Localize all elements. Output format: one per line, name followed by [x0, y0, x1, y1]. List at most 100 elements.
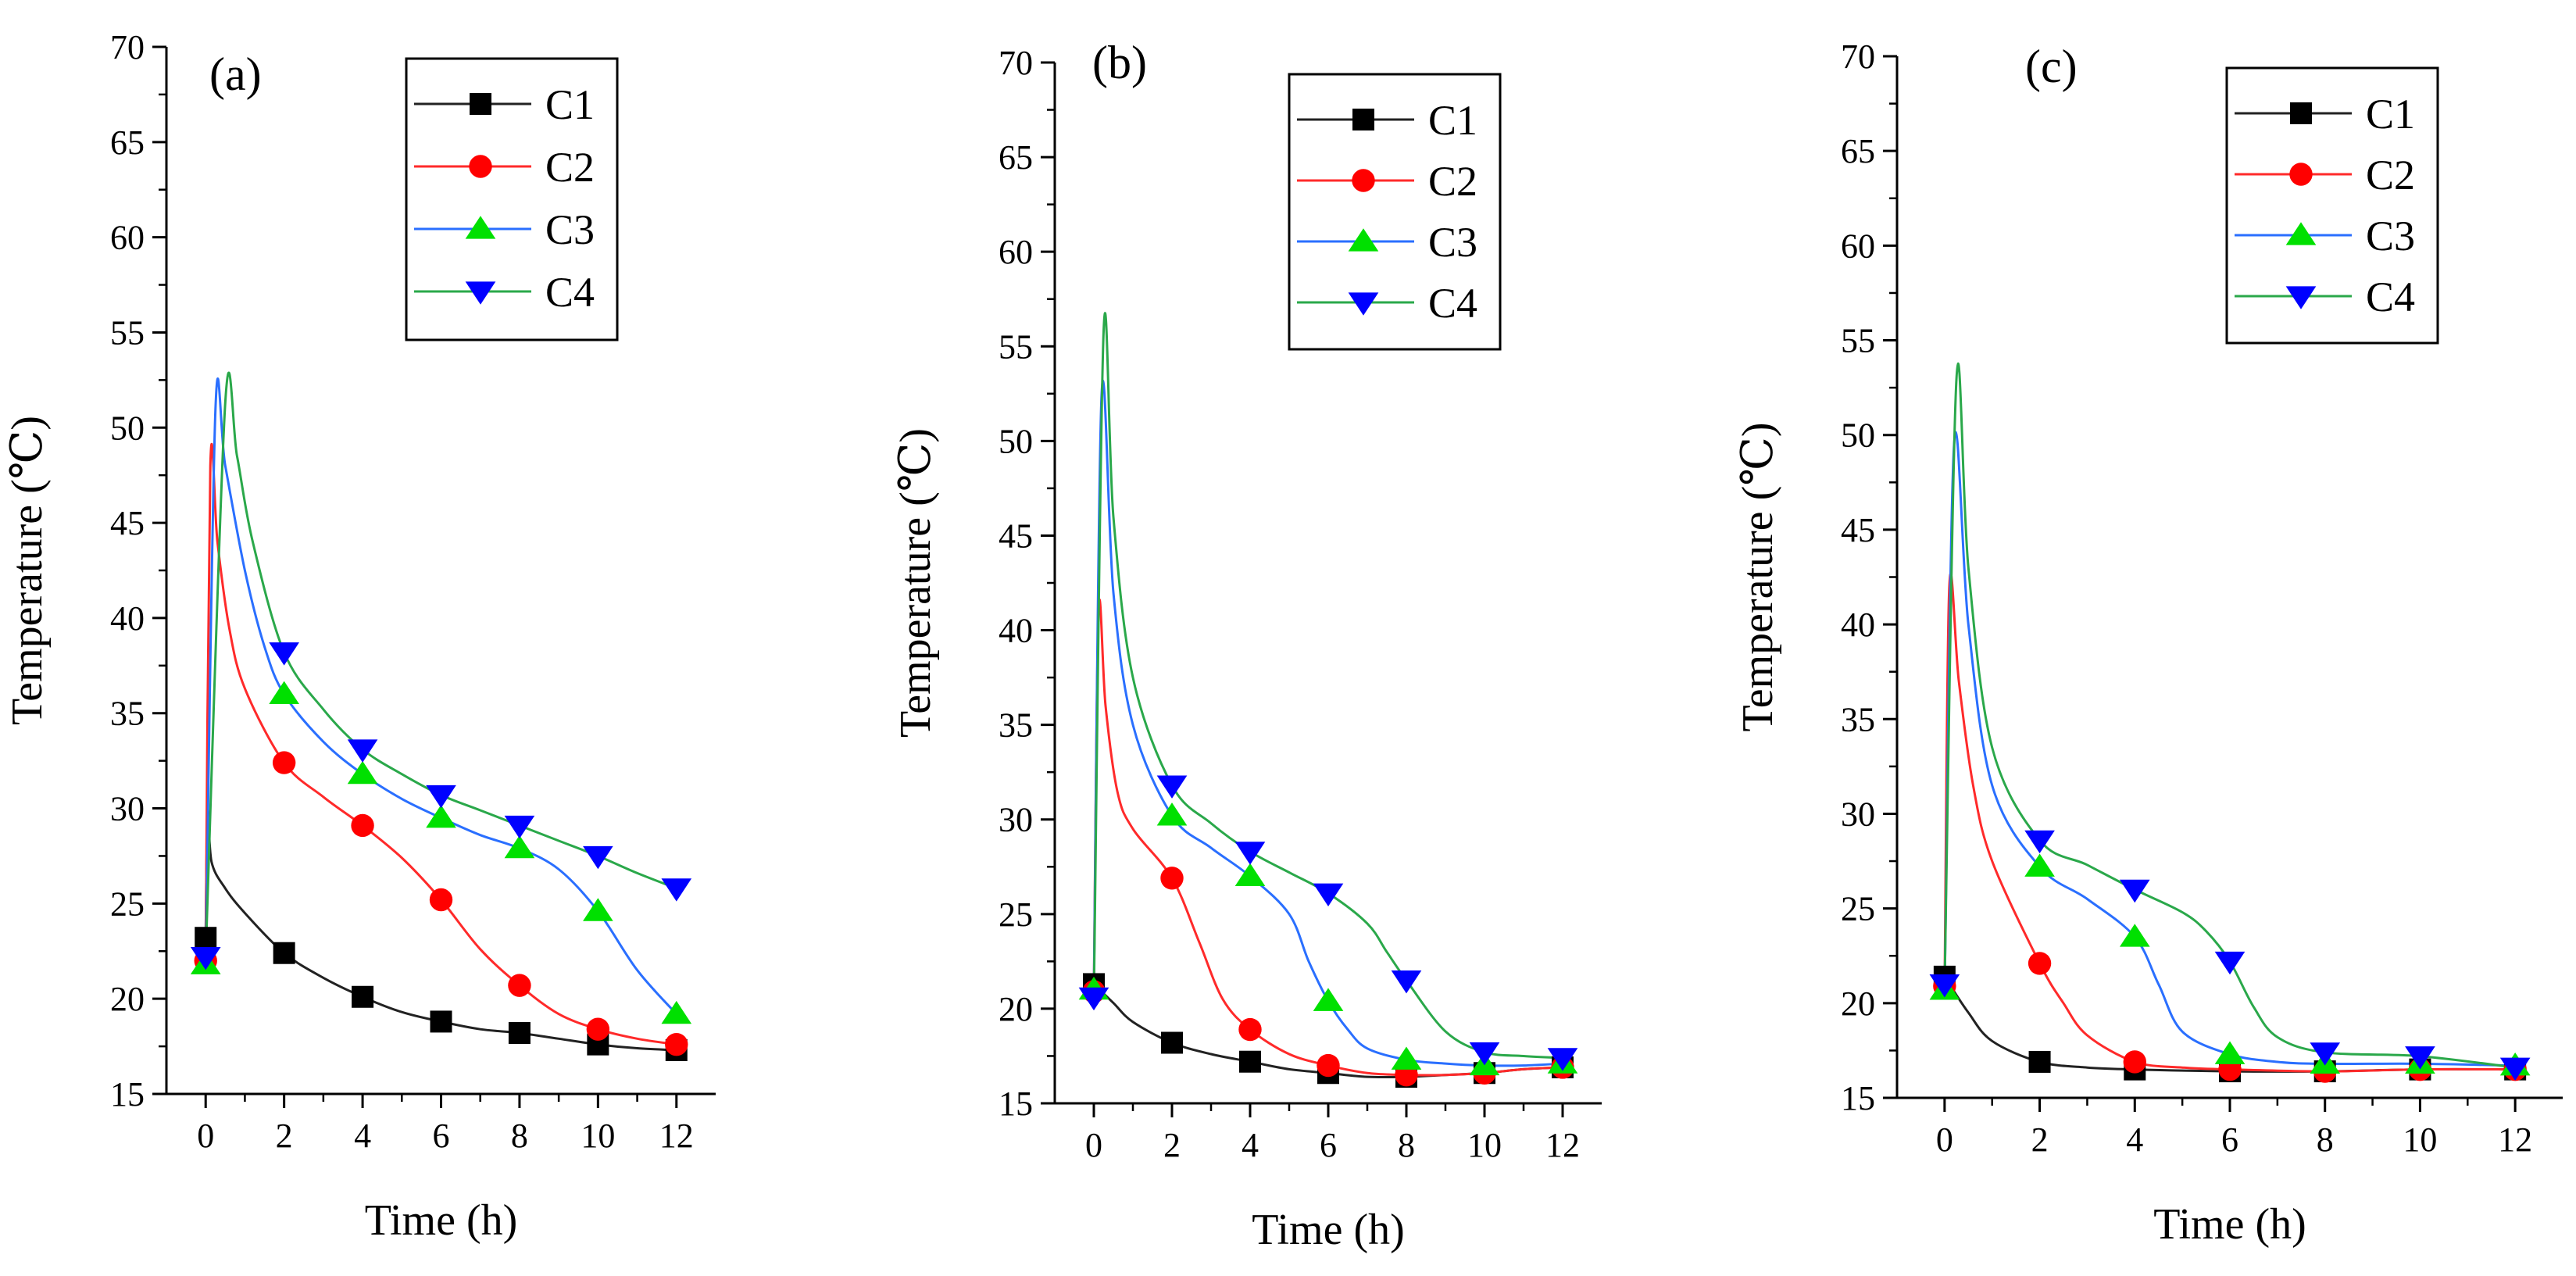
x-tick-label: 12: [2498, 1121, 2532, 1159]
y-tick-label: 65: [1841, 132, 1875, 170]
marker-c4: [2119, 879, 2150, 903]
y-axis-title: Temperature (℃): [891, 428, 940, 738]
legend-label: C4: [2366, 273, 2415, 320]
legend-label: C3: [1428, 219, 1477, 266]
marker-c3: [1156, 802, 1188, 826]
legend-label: C2: [2366, 152, 2415, 198]
x-tick-label: 6: [1320, 1126, 1337, 1164]
marker-c3: [347, 760, 378, 785]
series-line-c4: [1943, 362, 2516, 1069]
marker-c1: [508, 1022, 531, 1045]
y-tick-label: 25: [110, 885, 145, 923]
legend-label: C4: [1428, 280, 1477, 327]
y-tick-label: 35: [110, 695, 145, 733]
y-tick-label: 20: [999, 990, 1033, 1028]
marker-c1: [1161, 1031, 1183, 1054]
marker-c2: [429, 888, 453, 912]
marker-c4: [661, 878, 692, 902]
series-line-c4: [204, 371, 677, 957]
legend-label: C4: [545, 269, 595, 316]
x-tick-label: 6: [433, 1117, 450, 1155]
marker-c4: [1313, 883, 1344, 906]
x-axis-title: Time (h): [1252, 1206, 1405, 1254]
marker-c2: [351, 813, 374, 838]
y-tick-label: 55: [999, 327, 1033, 366]
y-tick-label: 50: [110, 409, 145, 447]
legend-label: C1: [1428, 97, 1477, 144]
series-line-c2: [204, 442, 677, 1046]
panel-label: (a): [209, 48, 262, 100]
y-tick-label: 20: [1841, 985, 1875, 1023]
y-axis-title: Temperature (℃): [1734, 422, 1782, 731]
x-tick-label: 0: [1936, 1121, 1953, 1159]
x-axis-title: Time (h): [365, 1196, 518, 1245]
legend-label: C1: [545, 81, 595, 128]
y-tick-label: 60: [1841, 227, 1875, 265]
marker-c4: [2310, 1042, 2341, 1066]
marker-c4: [269, 642, 299, 666]
legend-label: C2: [1428, 158, 1477, 205]
x-tick-label: 2: [276, 1117, 293, 1155]
y-tick-label: 35: [1841, 700, 1875, 738]
y-tick-label: 40: [110, 599, 145, 638]
marker-c1: [195, 927, 217, 949]
marker-c4: [504, 815, 535, 839]
y-tick-label: 55: [1841, 322, 1875, 360]
marker-c4: [2499, 1057, 2531, 1081]
legend-marker: [469, 155, 492, 178]
marker-c4: [347, 739, 378, 763]
marker-c3: [583, 898, 613, 921]
x-tick-label: 8: [1398, 1126, 1415, 1164]
marker-c1: [2028, 1050, 2051, 1073]
marker-c4: [426, 785, 456, 809]
y-tick-label: 30: [999, 801, 1033, 839]
x-tick-label: 0: [1085, 1126, 1102, 1164]
legend-label: C2: [545, 144, 595, 191]
marker-c4: [1547, 1048, 1578, 1071]
marker-c3: [504, 835, 535, 859]
legend-marker: [2285, 222, 2317, 245]
x-tick-label: 4: [2126, 1121, 2143, 1159]
marker-c1: [430, 1010, 452, 1033]
y-tick-label: 70: [999, 44, 1033, 82]
panel-label: (c): [2025, 41, 2078, 92]
marker-c3: [2119, 924, 2150, 947]
marker-c4: [1929, 974, 1960, 998]
legend-box: [405, 57, 619, 341]
legend-marker: [470, 93, 491, 115]
y-tick-label: 60: [999, 233, 1033, 271]
legend-marker: [465, 216, 496, 239]
y-tick-label: 70: [1841, 38, 1875, 76]
series-line-c4: [1092, 312, 1563, 1060]
y-tick-label: 50: [999, 422, 1033, 460]
legend-marker: [2289, 163, 2313, 186]
marker-c2: [508, 974, 531, 997]
series-line-c2: [1943, 572, 2516, 1073]
y-axis-title: Temperature (℃): [3, 416, 52, 725]
y-tick-label: 65: [999, 138, 1033, 177]
legend-label: C3: [2366, 213, 2415, 259]
x-tick-label: 12: [1545, 1126, 1580, 1164]
x-tick-label: 12: [659, 1117, 694, 1155]
y-tick-label: 55: [110, 313, 145, 352]
marker-c4: [2214, 951, 2246, 975]
x-tick-label: 10: [581, 1117, 615, 1155]
y-tick-label: 40: [999, 612, 1033, 650]
y-tick-label: 65: [110, 123, 145, 162]
x-tick-label: 2: [2031, 1121, 2049, 1159]
marker-c1: [1239, 1050, 1261, 1073]
x-tick-label: 6: [2221, 1121, 2238, 1159]
y-tick-label: 40: [1841, 606, 1875, 644]
marker-c3: [2024, 853, 2055, 877]
legend: C1 C2 C3 C4: [405, 57, 619, 341]
y-tick-label: 15: [110, 1075, 145, 1113]
marker-c3: [1234, 863, 1266, 886]
marker-c2: [1317, 1053, 1340, 1078]
marker-c4: [2024, 830, 2055, 854]
marker-c4: [1234, 842, 1266, 865]
y-tick-label: 25: [999, 895, 1033, 934]
series-line-c3: [1092, 380, 1563, 1067]
x-tick-label: 8: [511, 1117, 528, 1155]
panel-3: 15 20 25 30 35 40 45 50 55 60 65 70 0 2 4 6 8 10 12 Time (h…: [1734, 38, 2563, 1249]
marker-c3: [269, 681, 299, 704]
